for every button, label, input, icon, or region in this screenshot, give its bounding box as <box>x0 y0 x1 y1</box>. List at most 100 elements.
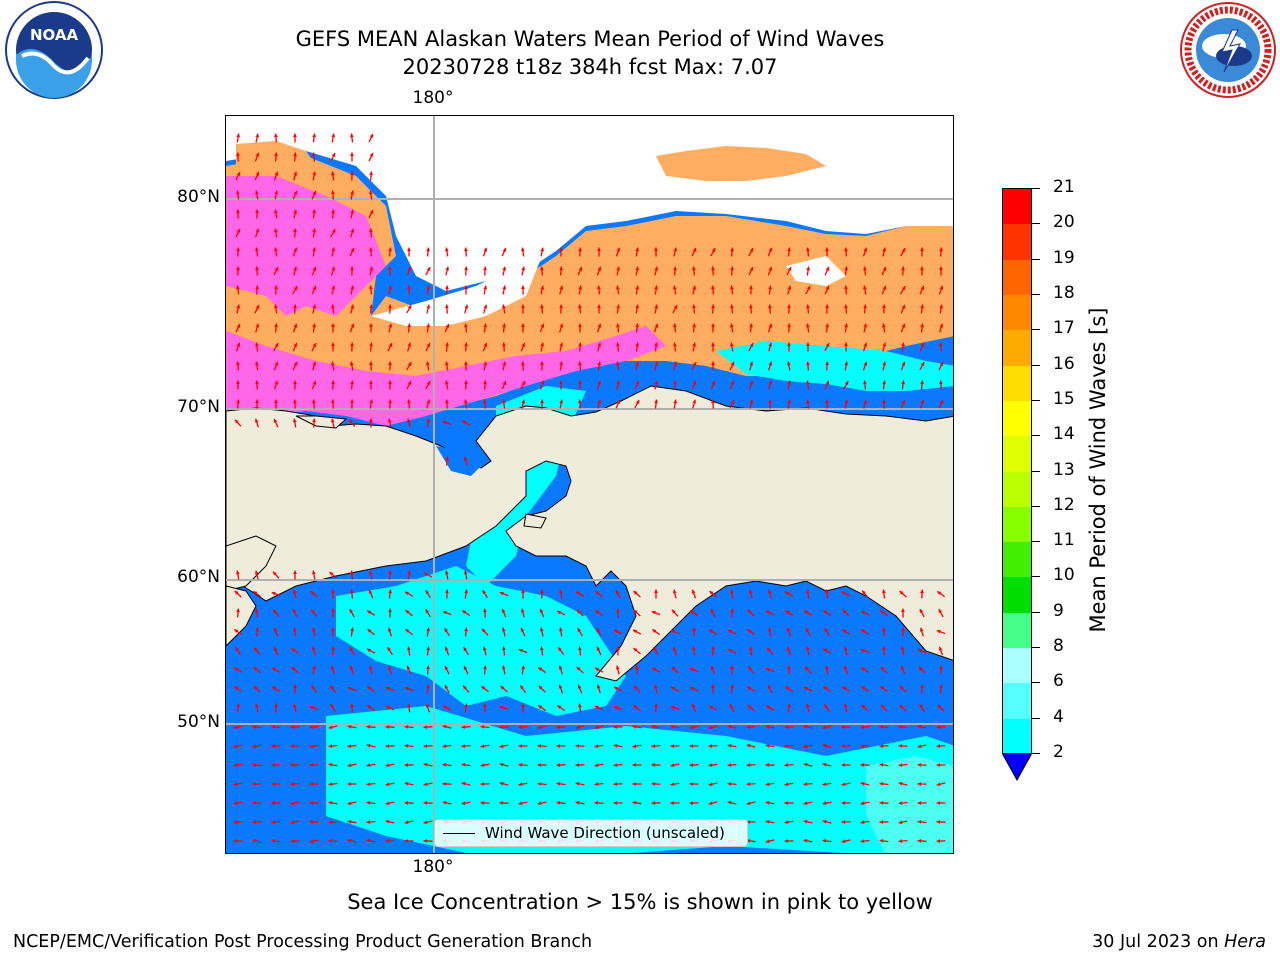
wind-wave-arrowhead <box>691 589 696 594</box>
wind-wave-arrowhead <box>309 839 314 844</box>
wind-wave-arrowhead <box>765 743 770 748</box>
wind-wave-arrowhead <box>691 646 696 651</box>
wind-wave-arrowhead <box>235 570 240 575</box>
land-alaska <box>226 385 953 682</box>
wind-wave-arrowhead <box>442 782 447 786</box>
wind-wave-arrowhead <box>841 820 846 824</box>
wind-wave-arrowhead <box>746 820 751 824</box>
wind-wave-arrowhead <box>234 590 239 595</box>
wind-wave-arrowhead <box>635 665 639 670</box>
wind-wave-arrowhead <box>692 342 697 347</box>
wind-wave-arrowhead <box>330 418 335 423</box>
wind-wave-arrowhead <box>483 323 488 328</box>
wind-wave-arrowhead <box>615 590 620 595</box>
wind-wave-arrowhead <box>369 228 373 233</box>
sea-ice-pink-band <box>226 326 666 426</box>
wind-wave-arrowhead <box>328 838 333 843</box>
wind-wave-arrowhead <box>252 744 257 749</box>
wind-wave-arrowhead <box>729 323 734 328</box>
wind-wave-arrowhead <box>557 705 562 710</box>
wind-wave-arrowhead <box>635 380 640 385</box>
wind-wave-arrowhead <box>730 266 734 271</box>
wind-wave-arrowhead <box>768 361 773 366</box>
wind-wave-arrowhead <box>559 266 564 271</box>
wind-wave-arrowhead <box>407 285 411 290</box>
wind-wave-arrowhead <box>787 247 792 252</box>
wind-wave-arrowhead <box>406 646 411 651</box>
wind-wave-arrowhead <box>233 801 238 806</box>
wind-wave-arrowhead <box>349 361 354 366</box>
wind-wave-arrowhead <box>255 152 260 157</box>
wind-wave-arrowhead <box>426 304 431 309</box>
wind-wave-arrowhead <box>293 266 298 271</box>
wind-wave-arrowhead <box>633 705 638 709</box>
wind-wave-arrowhead <box>292 589 297 594</box>
wind-wave-arrowhead <box>803 819 808 824</box>
wind-wave-arrowhead <box>710 285 715 290</box>
wind-wave-arrowhead <box>366 820 371 824</box>
land-kamchatka <box>226 585 257 647</box>
wind-wave-arrowhead <box>426 418 431 423</box>
wind-wave-arrowhead <box>633 591 638 595</box>
wind-wave-arrowhead <box>331 608 335 613</box>
wind-wave-arrowhead <box>881 646 886 651</box>
wind-wave-arrowhead <box>803 782 808 786</box>
wind-wave-arrowhead <box>616 608 620 613</box>
wind-wave-arrowhead <box>407 342 412 347</box>
wind-wave-arrowhead <box>635 304 640 309</box>
wind-wave-arrowhead <box>917 839 922 843</box>
wind-wave-arrowhead <box>423 839 428 843</box>
wind-wave-arrowhead <box>293 304 297 309</box>
wind-wave-arrowhead <box>464 266 468 271</box>
wind-wave-arrowhead <box>540 589 544 594</box>
wind-wave-arrowhead <box>578 247 582 252</box>
wind-wave-arrowhead <box>538 685 543 690</box>
wind-wave-arrowhead <box>823 648 828 653</box>
wind-wave-arrowhead <box>369 399 374 404</box>
wind-wave-arrowhead <box>767 627 772 632</box>
wind-wave-arrowhead <box>538 667 543 671</box>
wind-wave-arrowhead <box>404 839 409 843</box>
wind-wave-arrowhead <box>784 763 789 767</box>
wind-wave-arrowhead <box>328 762 333 767</box>
wind-wave-arrowhead <box>233 725 238 730</box>
wind-wave-arrowhead <box>765 724 770 729</box>
wind-wave-arrowhead <box>937 591 942 595</box>
wind-wave-arrowhead <box>711 248 716 253</box>
wind-wave-arrowhead <box>673 266 678 271</box>
wind-wave-arrowhead <box>254 361 259 366</box>
wind-wave-arrowhead <box>406 399 411 404</box>
wind-wave-arrowhead <box>917 801 922 805</box>
wind-wave-arrowhead <box>331 209 335 214</box>
wind-wave-arrowhead <box>765 763 770 767</box>
wind-wave-arrowhead <box>784 820 789 825</box>
wind-wave-arrowhead <box>464 285 468 290</box>
footer-date-text: 30 Jul 2023 on <box>1092 932 1225 952</box>
wind-wave-arrowhead <box>349 647 354 652</box>
wind-wave-arrowhead <box>729 285 734 290</box>
wind-wave-arrowhead <box>539 608 544 613</box>
wind-wave-arrowhead <box>444 380 449 385</box>
wind-wave-arrowhead <box>803 724 808 729</box>
wind-wave-arrowhead <box>765 800 770 805</box>
wind-wave-arrowhead <box>917 744 922 749</box>
wind-wave-arrowhead <box>236 323 241 328</box>
wind-wave-arrowhead <box>651 744 656 748</box>
wind-wave-arrowhead <box>746 782 751 786</box>
wind-wave-arrowhead <box>559 247 563 252</box>
wind-wave-arrowhead <box>860 801 865 806</box>
wind-wave-arrowhead <box>803 801 808 806</box>
wind-wave-arrowhead <box>347 782 352 786</box>
wind-wave-arrowhead <box>290 725 295 729</box>
wind-wave-arrowhead <box>863 304 868 309</box>
colorbar-tick-label: 14 <box>1053 424 1075 445</box>
wind-wave-arrowhead <box>425 590 430 595</box>
wind-wave-arrowhead <box>786 646 791 651</box>
wind-wave-arrowhead <box>312 418 316 423</box>
wind-wave-arrowhead <box>710 665 715 670</box>
wind-wave-arrowhead <box>274 343 279 348</box>
wind-wave-arrowhead <box>369 342 374 347</box>
wind-wave-arrowhead <box>805 247 810 252</box>
wind-wave-arrowhead <box>253 685 258 690</box>
wind-wave-arrowhead <box>728 629 733 634</box>
